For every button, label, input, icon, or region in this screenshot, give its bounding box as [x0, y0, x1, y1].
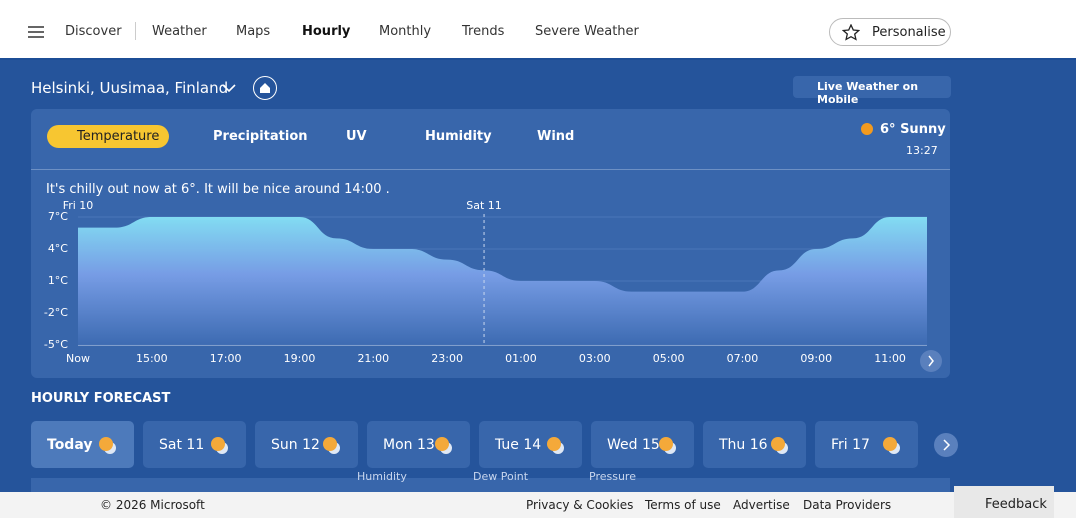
day-card[interactable]: Thu 16: [703, 421, 806, 468]
x-tick-label: 01:00: [505, 352, 537, 365]
menu-icon[interactable]: [28, 26, 46, 38]
copyright: © 2026 Microsoft: [100, 498, 205, 512]
day-card[interactable]: Wed 15: [591, 421, 694, 468]
footer: © 2026 Microsoft Privacy & Cookies Terms …: [0, 492, 1076, 518]
y-tick-label: -5°C: [44, 338, 68, 351]
divider: [135, 22, 136, 40]
chevron: [928, 355, 934, 367]
tab[interactable]: Precipitation: [213, 129, 308, 144]
nav-item[interactable]: Discover: [65, 24, 122, 39]
nav-item[interactable]: Monthly: [379, 24, 432, 39]
personalise-button[interactable]: Personalise: [829, 18, 951, 46]
tab[interactable]: Temperature: [47, 125, 170, 148]
tab[interactable]: Wind: [537, 129, 575, 144]
tab[interactable]: UV: [346, 129, 367, 144]
chevron[interactable]: [222, 83, 236, 93]
y-tick-label: 4°C: [48, 242, 68, 255]
footer-link[interactable]: Advertise: [733, 498, 790, 512]
y-tick-label: -2°C: [44, 306, 68, 319]
x-tick-label: 23:00: [431, 352, 463, 365]
days-next[interactable]: [933, 432, 959, 458]
current-condition: 6° Sunny: [880, 122, 946, 137]
home-button[interactable]: [252, 75, 278, 101]
day-marker: Sat 11: [466, 199, 502, 212]
current-time: 13:27: [906, 144, 938, 157]
sun-icon: [861, 123, 873, 135]
x-tick-label: 07:00: [727, 352, 759, 365]
x-tick-label: 15:00: [136, 352, 168, 365]
day-card[interactable]: Fri 17: [815, 421, 918, 468]
feedback-button[interactable]: Feedback: [954, 486, 1054, 518]
day-card[interactable]: Mon 13: [367, 421, 470, 468]
detail-label: Pressure: [589, 470, 636, 483]
y-tick-label: 1°C: [48, 274, 68, 287]
weather-icon: [659, 437, 673, 451]
day-card[interactable]: Tue 14: [479, 421, 582, 468]
x-tick-label: 03:00: [579, 352, 611, 365]
detail-label: Humidity: [357, 470, 407, 483]
nav-item[interactable]: Trends: [462, 24, 505, 39]
weather-icon: [547, 437, 561, 451]
weather-icon: [435, 437, 449, 451]
summary: It's chilly out now at 6°. It will be ni…: [46, 182, 390, 197]
y-tick-label: 7°C: [48, 210, 68, 223]
top-nav: Personalise Discover Weather Maps Hourly Mon…: [0, 0, 1076, 60]
day-card[interactable]: Sat 11: [143, 421, 246, 468]
footer-link[interactable]: Privacy & Cookies: [526, 498, 634, 512]
star-icon: [842, 24, 860, 41]
x-tick-label: 17:00: [210, 352, 242, 365]
x-tick-label: 09:00: [800, 352, 832, 365]
nav-item[interactable]: Hourly: [302, 24, 351, 39]
x-tick-label: 21:00: [357, 352, 389, 365]
weather-icon: [323, 437, 337, 451]
day-card[interactable]: Today: [31, 421, 134, 468]
weather-icon: [99, 437, 113, 451]
chart-next[interactable]: [920, 350, 942, 372]
x-tick-label: 19:00: [284, 352, 316, 365]
nav-item[interactable]: Weather: [152, 24, 207, 39]
x-tick-label: 05:00: [653, 352, 685, 365]
nav-item[interactable]: Maps: [236, 24, 271, 39]
weather-icon: [211, 437, 225, 451]
nav-item[interactable]: Severe Weather: [535, 24, 639, 39]
day-marker: Fri 10: [63, 199, 94, 212]
location[interactable]: Helsinki, Uusimaa, Finland: [31, 79, 229, 97]
weather-icon: [771, 437, 785, 451]
mobile-button[interactable]: Live Weather on Mobile: [793, 76, 951, 106]
x-tick-label: Now: [66, 352, 90, 365]
day-card[interactable]: Sun 12: [255, 421, 358, 468]
footer-link[interactable]: Terms of use: [645, 498, 721, 512]
footer-link[interactable]: Data Providers: [803, 498, 892, 512]
section-title: HOURLY FORECAST: [31, 391, 171, 406]
tab[interactable]: Humidity: [425, 129, 492, 144]
separator: [31, 169, 950, 170]
area: [78, 217, 927, 345]
x-tick-label: 11:00: [874, 352, 906, 365]
weather-icon: [883, 437, 897, 451]
detail-label: Dew Point: [473, 470, 529, 483]
